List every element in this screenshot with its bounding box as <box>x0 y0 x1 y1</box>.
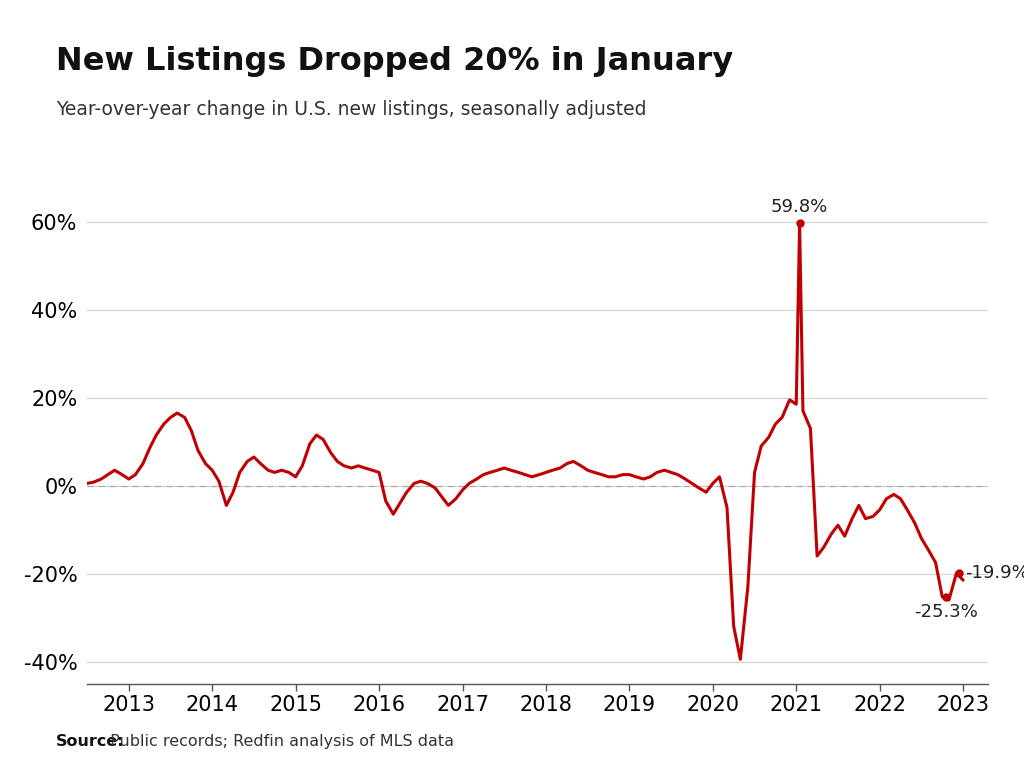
Text: Source:: Source: <box>56 733 125 749</box>
Text: Public records; Redfin analysis of MLS data: Public records; Redfin analysis of MLS d… <box>105 733 455 749</box>
Text: 59.8%: 59.8% <box>771 198 828 216</box>
Text: New Listings Dropped 20% in January: New Listings Dropped 20% in January <box>56 46 733 77</box>
Text: Year-over-year change in U.S. new listings, seasonally adjusted: Year-over-year change in U.S. new listin… <box>56 100 647 119</box>
Text: -19.9%: -19.9% <box>965 564 1024 582</box>
Text: -25.3%: -25.3% <box>913 604 978 621</box>
